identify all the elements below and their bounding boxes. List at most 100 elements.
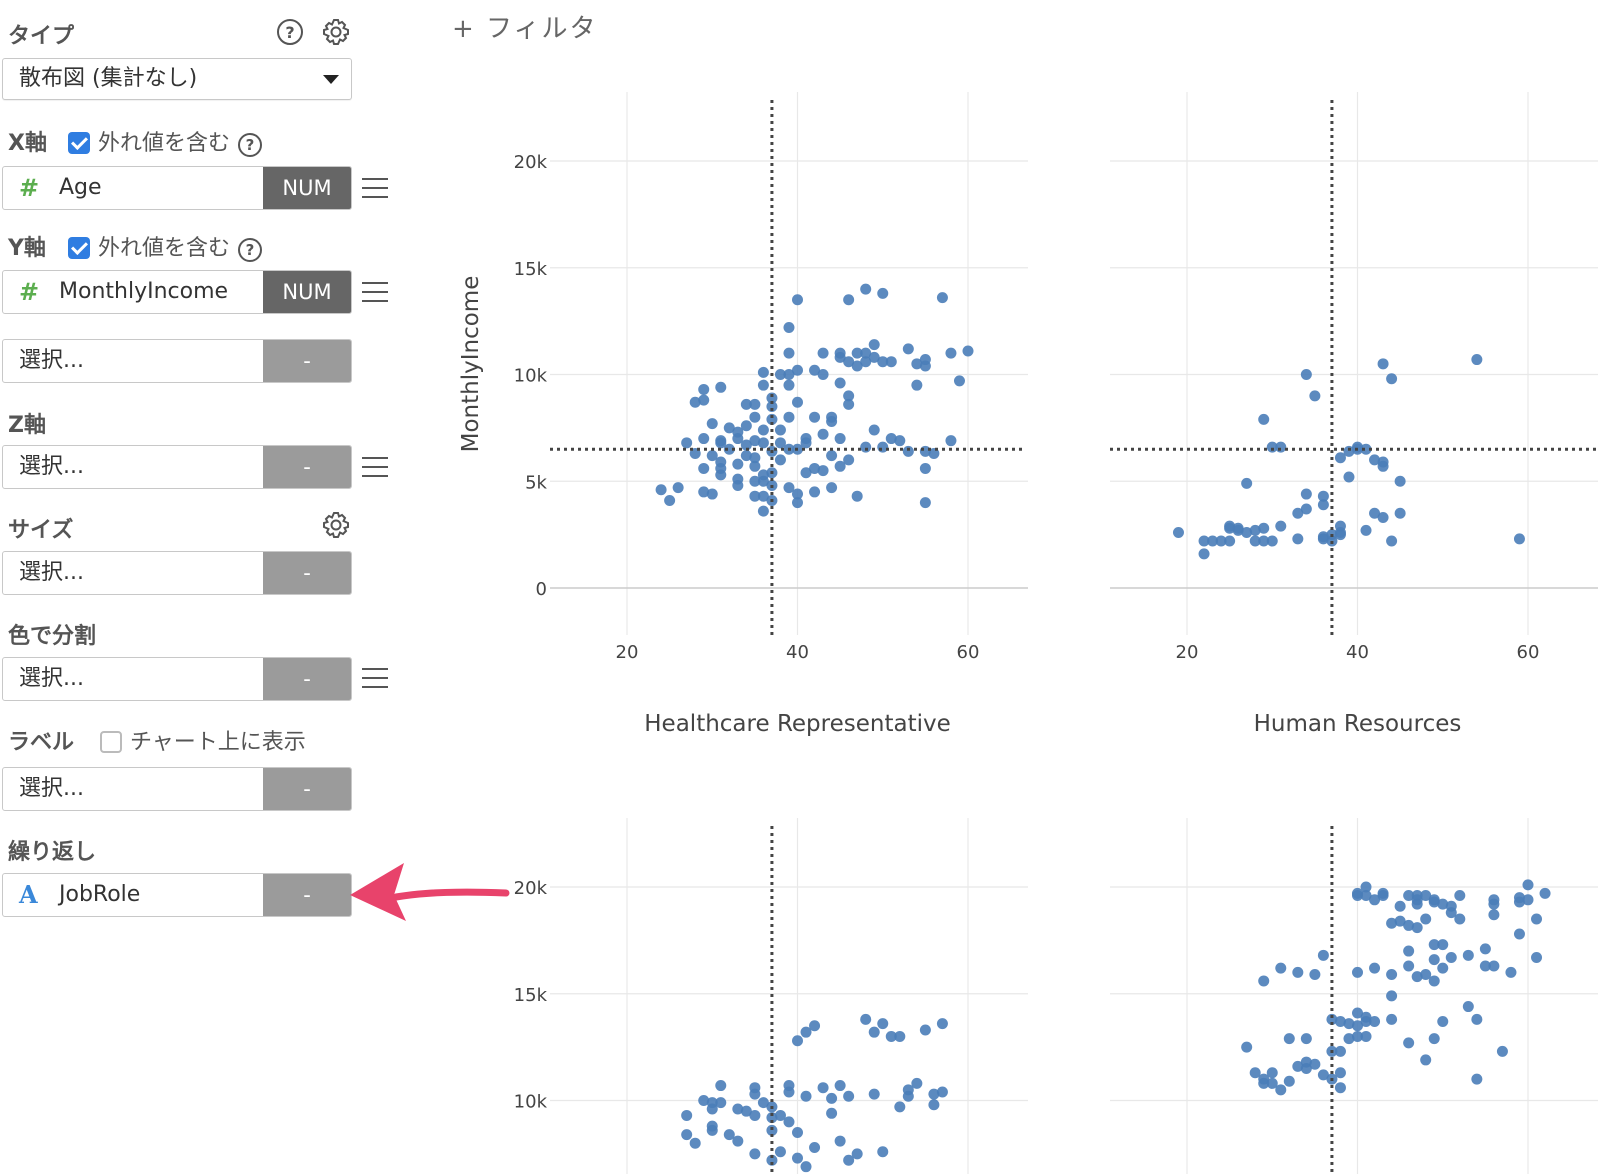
scatter-point bbox=[723, 422, 735, 434]
scatter-point bbox=[1266, 535, 1278, 547]
scatter-point bbox=[1479, 960, 1491, 972]
color-select[interactable]: 選択... - bbox=[2, 657, 352, 701]
scatter-point bbox=[1513, 896, 1525, 908]
scatter-point bbox=[809, 486, 821, 498]
type-label: タイプ bbox=[8, 24, 75, 49]
scatter-point bbox=[809, 364, 821, 376]
number-type-icon: # bbox=[19, 174, 40, 202]
scatter-point bbox=[1488, 909, 1500, 921]
scatter-point bbox=[698, 486, 710, 498]
scatter-point bbox=[902, 1090, 914, 1102]
facet-title: Human Resources bbox=[1254, 711, 1462, 737]
scatter-point bbox=[1505, 966, 1517, 978]
scatter-point bbox=[698, 383, 710, 395]
chart-type-select[interactable]: 散布図 (集計なし) bbox=[2, 58, 352, 100]
scatter-point bbox=[809, 411, 821, 423]
y-axis-field[interactable]: # MonthlyIncome NUM bbox=[2, 270, 352, 314]
scatter-point bbox=[919, 360, 931, 372]
scatter-point bbox=[740, 439, 752, 451]
scatter-point bbox=[1334, 1016, 1346, 1028]
menu-icon[interactable] bbox=[362, 178, 388, 200]
scatter-point bbox=[757, 475, 769, 487]
scatter-point bbox=[1258, 975, 1270, 987]
scatter-point bbox=[1479, 943, 1491, 955]
scatter-point bbox=[757, 1097, 769, 1109]
x-outlier-checkbox[interactable] bbox=[68, 132, 90, 154]
scatter-point bbox=[800, 467, 812, 479]
scatter-point bbox=[860, 347, 872, 359]
scatter-point bbox=[851, 1148, 863, 1160]
scatter-point bbox=[1241, 477, 1253, 489]
scatter-point bbox=[1292, 1060, 1304, 1072]
label-tag[interactable]: - bbox=[263, 768, 351, 810]
scatter-point bbox=[1531, 951, 1543, 963]
y-axis-field-name: MonthlyIncome bbox=[59, 279, 229, 304]
scatter-point bbox=[749, 452, 761, 464]
scatter-point bbox=[826, 450, 838, 462]
scatter-point bbox=[919, 1024, 931, 1036]
help-icon[interactable]: ? bbox=[276, 18, 304, 46]
scatter-point bbox=[1369, 1016, 1381, 1028]
show-label-checkbox[interactable] bbox=[100, 731, 122, 753]
extra-field-select[interactable]: 選択... - bbox=[2, 339, 352, 383]
scatter-point bbox=[1437, 939, 1449, 951]
scatter-point bbox=[1275, 1084, 1287, 1096]
scatter-point bbox=[655, 484, 667, 496]
scatter-point bbox=[698, 394, 710, 406]
extra-field-tag[interactable]: - bbox=[263, 340, 351, 382]
y-tick-label: 5k bbox=[525, 472, 547, 493]
z-axis-tag[interactable]: - bbox=[263, 446, 351, 488]
color-tag[interactable]: - bbox=[263, 658, 351, 700]
scatter-point bbox=[749, 490, 761, 502]
menu-icon[interactable] bbox=[362, 668, 388, 690]
scatter-point bbox=[774, 454, 786, 466]
y-tick-label: 20k bbox=[514, 152, 548, 173]
z-axis-select[interactable]: 選択... - bbox=[2, 445, 352, 489]
menu-icon[interactable] bbox=[362, 282, 388, 304]
scatter-point bbox=[757, 424, 769, 436]
gear-icon[interactable] bbox=[322, 18, 350, 46]
scatter-point bbox=[826, 1092, 838, 1104]
scatter-point bbox=[860, 283, 872, 295]
scatter-point bbox=[1334, 1045, 1346, 1057]
scatter-point bbox=[1471, 1013, 1483, 1025]
scatter-point bbox=[706, 450, 718, 462]
help-icon[interactable]: ? bbox=[238, 238, 263, 262]
label-placeholder: 選択... bbox=[19, 776, 84, 801]
scatter-point bbox=[715, 462, 727, 474]
x-tick-label: 20 bbox=[1176, 642, 1199, 663]
scatter-point bbox=[1334, 452, 1346, 464]
scatter-point bbox=[1377, 512, 1389, 524]
y-axis-type-tag[interactable]: NUM bbox=[263, 271, 351, 313]
scatter-point bbox=[800, 1161, 812, 1173]
label-select[interactable]: 選択... - bbox=[2, 767, 352, 811]
repeat-field[interactable]: A JobRole - bbox=[2, 873, 352, 917]
x-axis-field-name: Age bbox=[59, 175, 102, 200]
y-tick-label: 20k bbox=[514, 878, 548, 899]
scatter-point bbox=[1411, 898, 1423, 910]
scatter-point bbox=[706, 1124, 718, 1136]
scatter-point bbox=[809, 1141, 821, 1153]
scatter-point bbox=[1266, 441, 1278, 453]
x-axis-type-tag[interactable]: NUM bbox=[263, 167, 351, 209]
y-outlier-checkbox[interactable] bbox=[68, 237, 90, 259]
menu-icon[interactable] bbox=[362, 457, 388, 479]
repeat-tag[interactable]: - bbox=[263, 874, 351, 916]
size-select[interactable]: 選択... - bbox=[2, 551, 352, 595]
scatter-point bbox=[783, 1116, 795, 1128]
gear-icon[interactable] bbox=[322, 511, 350, 539]
x-axis-field[interactable]: # Age NUM bbox=[2, 166, 352, 210]
scatter-point bbox=[740, 398, 752, 410]
scatter-point bbox=[1369, 507, 1381, 519]
size-label: サイズ bbox=[8, 518, 74, 543]
scatter-point bbox=[766, 413, 778, 425]
size-tag[interactable]: - bbox=[263, 552, 351, 594]
help-icon[interactable]: ? bbox=[238, 133, 263, 157]
add-filter-button[interactable]: + フィルタ bbox=[452, 14, 598, 44]
scatter-point bbox=[877, 1018, 889, 1030]
scatter-point bbox=[1437, 898, 1449, 910]
scatter-point bbox=[877, 356, 889, 368]
scatter-point bbox=[1343, 471, 1355, 483]
scatter-point bbox=[681, 1109, 693, 1121]
scatter-point bbox=[1488, 960, 1500, 972]
